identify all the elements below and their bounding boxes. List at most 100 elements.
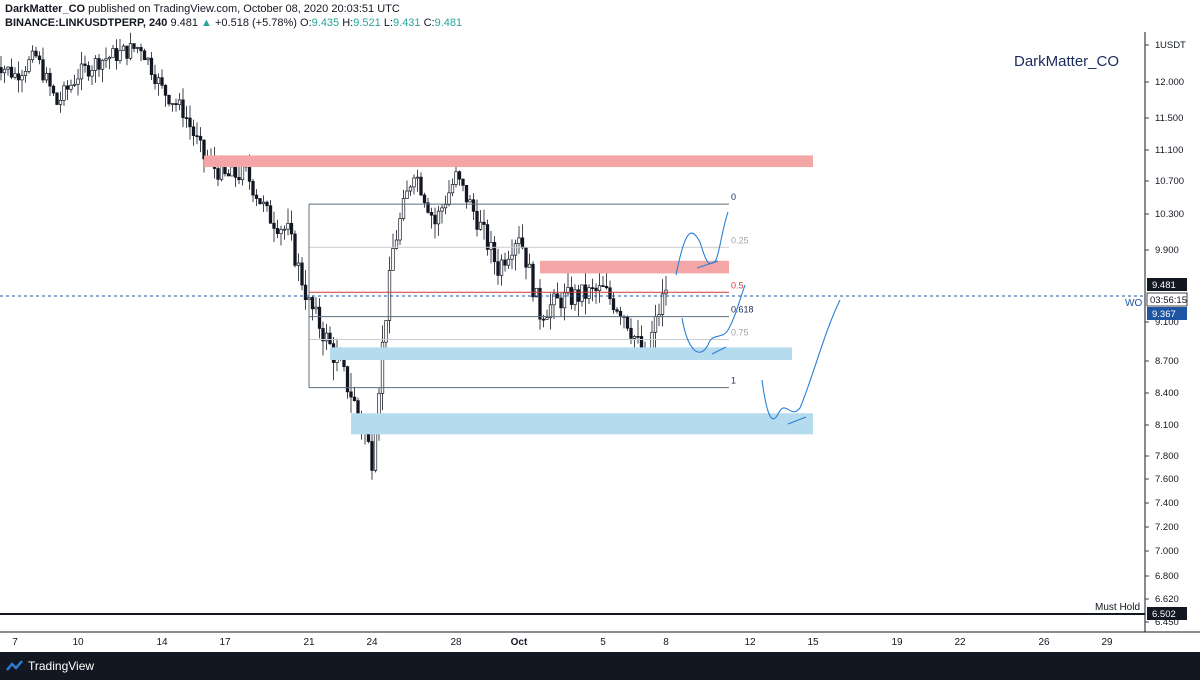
watermark: DarkMatter_CO: [1014, 53, 1119, 70]
candle-body: [230, 166, 234, 177]
candle-body: [433, 214, 437, 225]
y-tick-label: 8.700: [1155, 356, 1179, 367]
footer-bar: TradingView: [0, 652, 1200, 680]
supply-zone: [540, 260, 729, 274]
candle-body: [128, 43, 133, 59]
candle-body: [517, 237, 521, 245]
candle-body: [149, 57, 154, 75]
candle-body: [426, 202, 430, 213]
open-value: 9.435: [311, 17, 340, 29]
candle-body: [62, 85, 66, 101]
candle-body: [16, 73, 21, 81]
candle-body: [573, 289, 577, 305]
last-price: 9.481: [170, 17, 198, 29]
candle-body: [398, 218, 402, 241]
y-tick-label: 11.100: [1155, 145, 1183, 156]
candle-body: [191, 126, 196, 137]
candle-body: [282, 228, 287, 231]
candle-body: [503, 259, 507, 266]
candle-body: [520, 237, 525, 249]
candle-body: [513, 243, 518, 256]
candle-body: [548, 304, 553, 319]
candle-body: [27, 59, 31, 72]
candle-body: [391, 248, 395, 271]
y-tick-label: 6.620: [1155, 594, 1179, 605]
candle-body: [531, 263, 535, 298]
tradingview-brand[interactable]: TradingView: [28, 659, 95, 673]
candle-body: [618, 310, 623, 318]
candle-body: [300, 262, 304, 286]
candle-body: [482, 221, 486, 225]
candle-body: [636, 336, 640, 338]
author-name[interactable]: DarkMatter_CO: [5, 3, 86, 15]
fib-level-label: 0.5: [731, 280, 744, 290]
candle-body: [167, 94, 171, 105]
candle-body: [30, 50, 35, 61]
candle-body: [615, 309, 619, 312]
y-tick-label: 9.100: [1155, 317, 1179, 328]
candle-body: [370, 441, 374, 471]
candle-body: [132, 43, 136, 49]
x-tick-label: 5: [600, 637, 606, 648]
y-tick-label: 7.800: [1155, 451, 1179, 462]
candle-body: [13, 73, 17, 78]
candle-body: [198, 135, 203, 141]
candle-body: [237, 176, 241, 181]
projection-drawings: [675, 211, 841, 425]
candle-body: [625, 316, 630, 329]
candle-body: [6, 66, 10, 70]
candle-body: [303, 284, 308, 301]
publish-line: DarkMatter_CO published on TradingView.c…: [5, 2, 400, 16]
y-tick-label: 7.600: [1155, 474, 1179, 485]
x-tick-label: 28: [450, 637, 462, 648]
candle-body: [510, 254, 514, 260]
candle-body: [471, 199, 476, 212]
x-tick-label: 8: [663, 637, 669, 648]
candle-body: [608, 287, 612, 300]
candle-body: [380, 341, 385, 394]
time-axis[interactable]: 7 10 14 17 21 24 28 Oct 5 8 12 15 19 22 26 29: [0, 631, 1200, 652]
demand-zone: [351, 413, 813, 435]
must-hold-price-tag: 6.502: [1147, 607, 1187, 620]
candle-body: [181, 99, 185, 118]
y-tick-label: 10.700: [1155, 176, 1184, 187]
candle-body: [538, 287, 542, 320]
candle-body: [464, 184, 469, 203]
currency-label: USDT: [1160, 40, 1186, 51]
y-tick-label: 10.300: [1155, 209, 1184, 220]
candle-body: [34, 50, 38, 57]
svg-text:6.502: 6.502: [1152, 609, 1176, 620]
x-tick-label: 10: [72, 637, 84, 648]
candle-body: [457, 171, 462, 180]
candle-body: [135, 47, 140, 49]
tradingview-logo-icon[interactable]: [6, 660, 24, 672]
close-label: C:: [423, 17, 435, 29]
candle-body: [559, 297, 563, 309]
candle-body: [93, 58, 98, 71]
candle-body: [258, 198, 262, 205]
candle-body: [111, 48, 115, 58]
price-axis[interactable]: 1 12.000 11.500 11.100 10.700 10.300 9.900 9.10…: [1144, 32, 1200, 632]
candle-body: [401, 198, 406, 219]
candle-body: [44, 72, 49, 81]
candle-body: [83, 63, 87, 66]
fibonacci-retracement[interactable]: 0 0.25 0.5 0.618 0.75 1: [308, 192, 754, 389]
candle-body: [541, 318, 546, 321]
candle-body: [97, 58, 101, 70]
candle-body: [345, 366, 350, 393]
candle-body: [216, 168, 220, 180]
candle-body: [86, 65, 91, 77]
candle-body: [104, 58, 108, 61]
candle-body: [107, 57, 112, 60]
candle-body: [0, 67, 3, 74]
candle-body: [489, 242, 493, 250]
symbol-label[interactable]: BINANCE:LINKUSDTPERP, 240: [5, 17, 168, 29]
candle-body: [545, 317, 549, 320]
y-tick-label: 8.100: [1155, 420, 1179, 431]
must-hold-label: Must Hold: [1095, 602, 1140, 613]
candle-body: [41, 59, 45, 81]
x-tick-label: 17: [219, 637, 231, 648]
candle-body: [76, 78, 80, 85]
candle-body: [254, 194, 259, 199]
